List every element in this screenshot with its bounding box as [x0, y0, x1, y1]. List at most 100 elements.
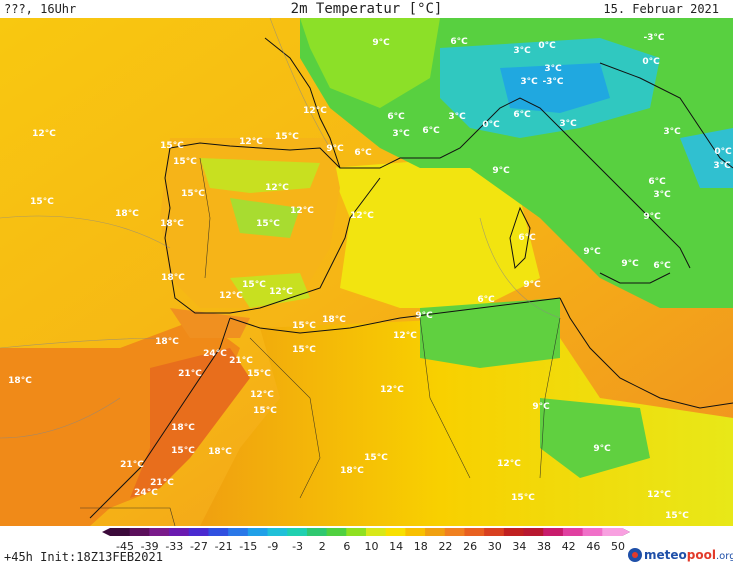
- colorbar-swatch: [366, 528, 387, 536]
- temperature-label: 15°C: [247, 369, 271, 379]
- temperature-label: 15°C: [364, 453, 388, 463]
- libya-green-field: [540, 398, 650, 478]
- temperature-label: 12°C: [265, 183, 289, 193]
- temperature-label: 9°C: [621, 259, 639, 269]
- temperature-label: 12°C: [250, 390, 274, 400]
- temperature-label: 6°C: [518, 233, 536, 243]
- central-range-field: [230, 198, 300, 238]
- temperature-label: 6°C: [653, 261, 671, 271]
- colorbar-label: -21: [214, 540, 233, 553]
- temperature-label: 3°C: [559, 119, 577, 129]
- temperature-label: 15°C: [275, 132, 299, 142]
- temperature-label: 18°C: [160, 219, 184, 229]
- colorbar-swatch: [503, 528, 525, 536]
- temperature-label: 15°C: [242, 280, 266, 290]
- colorbar-label: 14: [389, 540, 404, 553]
- colorbar-label: 26: [463, 540, 478, 553]
- colorbar-label: -9: [267, 540, 279, 553]
- colorbar-swatch: [208, 528, 229, 536]
- logo-icon: [628, 548, 642, 562]
- colorbar-swatch: [523, 528, 544, 536]
- med-sea-field: [330, 158, 540, 308]
- temperature-label: 15°C: [181, 189, 205, 199]
- colorbar-swatch: [326, 528, 347, 536]
- colorbar-swatch: [484, 528, 505, 536]
- colorbar-swatch: [149, 528, 170, 536]
- balkan-cold-field: [680, 128, 733, 188]
- temperature-label: 18°C: [161, 273, 185, 283]
- temperature-map: 9°C 6°C 3°C 0°C -3°C 3°C 3°C -3°C 0°C 12°C 6°C 3°C 6…: [0, 18, 733, 526]
- temperature-label: 0°C: [714, 147, 732, 157]
- colorbar-swatch: [464, 528, 485, 536]
- colorbar-label: 46: [586, 540, 601, 553]
- colorbar-swatch: [444, 528, 465, 536]
- temperature-label: 15°C: [253, 406, 277, 416]
- temperature-label: 18°C: [8, 376, 32, 386]
- temperature-label: 12°C: [32, 129, 56, 139]
- colorbar-label: -39: [140, 540, 159, 553]
- colorbar-swatch: [405, 528, 426, 536]
- temperature-label: 18°C: [115, 209, 139, 219]
- temperature-label: 15°C: [665, 511, 689, 521]
- temperature-label: 15°C: [292, 321, 316, 331]
- temperature-label: 18°C: [340, 466, 364, 476]
- colorbar-swatch: [306, 528, 328, 536]
- colorbar-label: 30: [487, 540, 502, 553]
- temperature-label: 15°C: [511, 493, 535, 503]
- temperature-labels: 9°C 6°C 3°C 0°C -3°C 3°C 3°C -3°C 0°C 12°C 6°C 3°C 6…: [8, 33, 732, 521]
- temperature-label: 6°C: [450, 37, 468, 47]
- colorbar-label: 38: [537, 540, 552, 553]
- temperature-label: 18°C: [171, 423, 195, 433]
- temperature-label: 12°C: [219, 291, 243, 301]
- temperature-label: 9°C: [583, 247, 601, 257]
- colorbar-swatch: [188, 528, 209, 536]
- france-field: [300, 18, 440, 108]
- alps-cold-field: [500, 63, 610, 113]
- pyrenees-field: [200, 158, 320, 193]
- temperature-label: 3°C: [513, 46, 531, 56]
- temperature-label: 15°C: [30, 197, 54, 207]
- temperature-label: 6°C: [354, 148, 372, 158]
- map-header: ???, 16Uhr 2m Temperatur [°C] 15. Februa…: [0, 0, 733, 18]
- temperature-label: 12°C: [647, 490, 671, 500]
- temperature-label: 21°C: [120, 460, 144, 470]
- colorbar-swatch: [425, 528, 446, 536]
- colorbar-label: 42: [561, 540, 576, 553]
- temperature-label: 18°C: [322, 315, 346, 325]
- temperature-label: 0°C: [642, 57, 660, 67]
- temperature-label: -3°C: [643, 33, 664, 43]
- init-time: +45h Init:18Z13FEB2021: [4, 550, 163, 564]
- temperature-label: 12°C: [239, 137, 263, 147]
- colorbar-swatch: [110, 528, 131, 536]
- colorbar-label: -15: [239, 540, 258, 553]
- temperature-label: 12°C: [497, 459, 521, 469]
- borders: [80, 157, 561, 526]
- colorbar-label: -33: [165, 540, 184, 553]
- temperature-label: 12°C: [303, 106, 327, 116]
- temperature-label: 21°C: [229, 356, 253, 366]
- colorbar-label: 34: [512, 540, 527, 553]
- meteopool-logo[interactable]: meteopool.org: [628, 546, 733, 564]
- colorbar-label: -27: [189, 540, 208, 553]
- temperature-label: 9°C: [593, 444, 611, 454]
- colorbar-swatch: [129, 528, 150, 536]
- temperature-label: 18°C: [155, 337, 179, 347]
- temperature-label: 12°C: [393, 331, 417, 341]
- colorbar-label: 22: [438, 540, 453, 553]
- temperature-label: 0°C: [482, 120, 500, 130]
- colorbar-swatch: [287, 528, 308, 536]
- colorbar-label: -45: [116, 540, 134, 553]
- colorbar-label: 18: [413, 540, 428, 553]
- temperature-label: 9°C: [415, 311, 433, 321]
- colorbar-swatch: [562, 528, 584, 536]
- temperature-label: 21°C: [178, 369, 202, 379]
- colorbar-label: 10: [364, 540, 379, 553]
- forecast-time: ???, 16Uhr: [4, 2, 77, 16]
- isotherms: [0, 18, 561, 439]
- temperature-label: 15°C: [292, 345, 316, 355]
- temperature-label: 15°C: [160, 141, 184, 151]
- forecast-date: 15. Februar 2021: [603, 2, 719, 16]
- temperature-label: 9°C: [372, 38, 390, 48]
- map-title: 2m Temperatur [°C]: [290, 1, 443, 17]
- temperature-label: -3°C: [542, 77, 563, 87]
